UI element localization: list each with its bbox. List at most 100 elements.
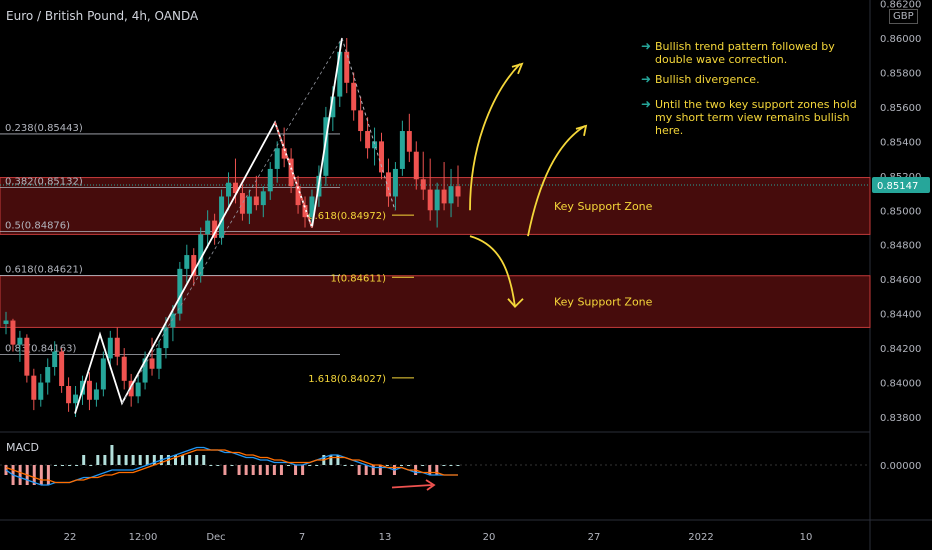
candle-body [149,358,155,369]
macd-histogram-bar [237,465,241,475]
note-1: ➜ Bullish trend pattern followed by doubl… [641,39,881,67]
candle-body [128,380,134,397]
last-price-badge [872,176,930,193]
note-2: ➜ Bullish divergence. [641,72,881,87]
candle-body [93,389,99,400]
support-zone-label: Key Support Zone [554,296,653,309]
macd-histogram-bar [357,465,361,475]
candle-body [246,196,252,214]
macd-histogram-bar [371,465,375,475]
macd-zero-label: 0.00000 [880,461,921,472]
x-tick-label: Dec [206,532,225,543]
fib-level-label: 0.382(0.85132) [5,177,83,188]
candle-body [226,182,232,197]
macd-histogram-bar [449,465,453,466]
divergence-line [391,484,433,489]
note-arrow-icon: ➜ [641,39,652,53]
candle-body [406,131,412,152]
macd-histogram-bar [407,465,411,466]
candle-body [45,367,51,383]
macd-histogram-bar [378,465,382,475]
candle-body [253,196,259,206]
candle-body [392,168,398,197]
y-tick-label: 0.84400 [880,310,921,321]
candle-body [239,193,245,214]
fib-extension-label: 1(0.84611) [330,273,386,284]
note-3: ➜ Until the two key support zones hold my… [641,98,881,138]
macd-histogram-bar [251,465,255,475]
candle-body [3,320,9,324]
candle-body [86,380,92,400]
fib-extension-label: 1.618(0.84027) [308,374,386,385]
candle-body [385,172,391,197]
macd-histogram-bar [385,465,389,466]
macd-label: MACD [6,441,39,454]
y-tick-label: 0.84800 [880,241,921,252]
candle-body [330,96,336,118]
macd-histogram-bar [18,465,22,485]
correction-dashed-leg [341,37,396,211]
macd-histogram-bar [138,455,142,465]
last-price-label: 0.85147 [877,181,918,192]
candle-body [184,255,190,269]
candle-body [309,196,315,218]
x-tick-label: 12:00 [129,532,158,543]
macd-histogram-bar [421,465,425,466]
x-tick-label: 2022 [688,532,713,543]
candle-body [337,51,343,97]
x-tick-label: 27 [588,532,601,543]
macd-histogram-bar [124,455,128,465]
candle-body [198,234,204,276]
y-tick-label: 0.85000 [880,206,921,217]
macd-histogram-bar [110,445,114,465]
note-text: Bullish trend pattern followed by double… [655,40,835,66]
macd-histogram-bar [230,465,234,466]
candle-body [323,117,329,176]
candle-body [38,382,44,400]
currency-badge[interactable]: GBP [889,9,918,24]
candle-body [177,268,183,314]
candle-body [142,358,148,383]
x-tick-label: 13 [379,532,392,543]
macd-histogram-bar [131,455,135,465]
candle-body [413,151,419,180]
candle-body [351,82,357,111]
candle-body [114,337,120,357]
macd-histogram-bar [272,465,276,475]
macd-histogram-bar [223,465,227,475]
note-arrow-icon: ➜ [641,72,652,86]
macd-histogram-bar [244,465,248,475]
impulse-wave-path [74,37,343,414]
signal-line [5,449,458,484]
candle-body [260,191,266,206]
support-zone [0,275,871,328]
fib-level-label: 0.238(0.85443) [5,123,83,134]
macd-histogram-bar [287,465,290,466]
candle-body [17,337,23,345]
candle-body [10,320,16,345]
macd-histogram-bar [61,465,64,466]
candle-body [191,255,197,276]
macd-histogram-bar [174,455,177,465]
candle-body [59,351,65,386]
macd-histogram-bar [294,465,298,475]
macd-histogram-bar [89,465,93,466]
y-tick-label: 0.83800 [880,413,921,424]
candle-body [170,313,176,328]
candle-body [399,131,405,169]
macd-histogram-bar [308,465,312,466]
fib-level-label: 0.618(0.84621) [5,265,83,276]
candle-body [66,385,72,404]
fib-extension-label: 0.618(0.84972) [308,211,386,222]
macd-histogram-bar [209,465,213,466]
y-tick-label: 0.86000 [880,34,921,45]
candle-body [121,356,127,381]
candle-body [219,196,225,238]
candle-body [295,186,301,206]
candle-body [455,186,461,197]
y-tick-label: 0.84600 [880,275,921,286]
candle-body [274,148,280,169]
arrow-head-icon [425,479,436,491]
projection-arrow-up-2 [527,125,586,237]
